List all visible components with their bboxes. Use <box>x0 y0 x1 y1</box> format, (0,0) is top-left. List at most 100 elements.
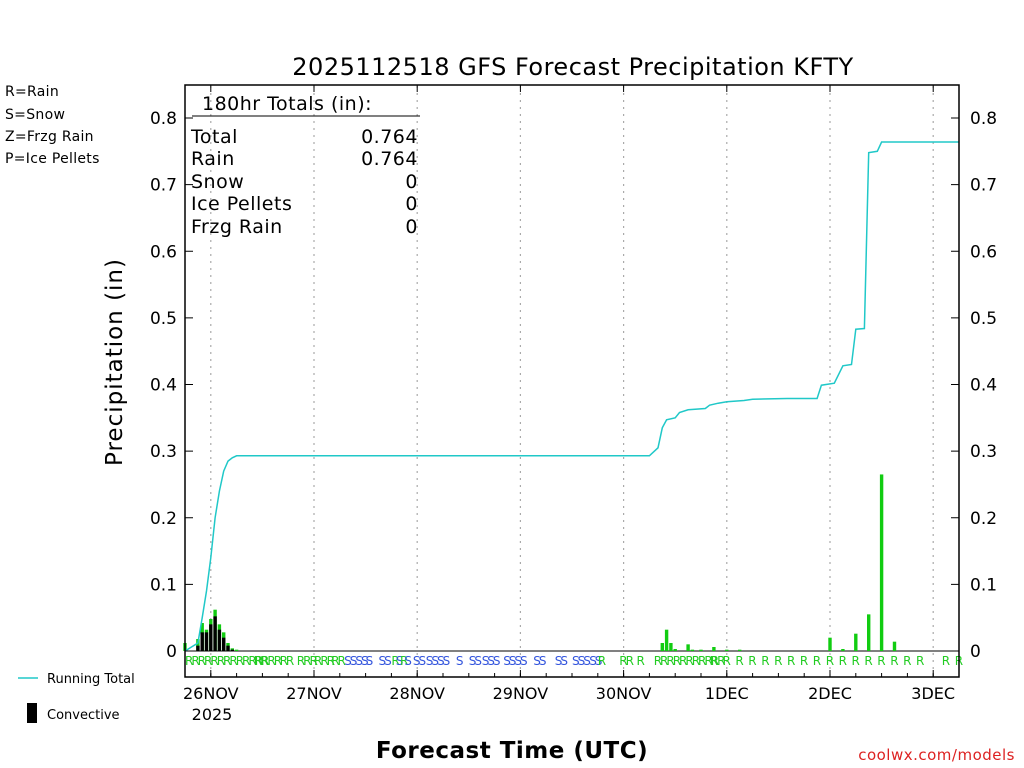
precip-type-label: SS <box>469 654 482 668</box>
y-tick-label-left: 0.6 <box>150 242 177 262</box>
running-total-legend-label: Running Total <box>47 672 135 687</box>
y-axis-ticks: 0.8 0.8 0.7 0.7 0.6 0.6 0.5 0.5 0.4 0.4 0.3 0.3 0.2 0… <box>150 109 997 662</box>
precip-bar <box>892 641 897 651</box>
y-tick-label-left: 0.5 <box>150 309 177 329</box>
totals-label-snow: Snow <box>191 171 244 193</box>
plot-frame <box>184 84 960 678</box>
convective-swatch <box>27 703 37 723</box>
x-date-label: 29NOV <box>493 684 549 703</box>
precip-type-label: R <box>400 654 408 668</box>
x-date-label: 2DEC <box>808 684 852 703</box>
legend-freezing-rain: Z=Frzg Rain <box>5 129 94 145</box>
precip-type-label: RR <box>619 654 633 668</box>
convective-bar <box>222 637 226 651</box>
precip-bar <box>738 649 742 651</box>
precip-type-label: RR <box>254 654 268 668</box>
y-tick-label-right: 0.8 <box>970 109 997 129</box>
precip-type-label: SSSS <box>426 654 450 668</box>
precip-type-label: R <box>839 654 847 668</box>
precip-type-label: R <box>852 654 860 668</box>
totals-label-total: Total <box>190 126 238 148</box>
x-date-label: 1DEC <box>705 684 749 703</box>
precip-bar <box>196 639 200 651</box>
precip-type-label: SSS <box>482 654 500 668</box>
precip-bar <box>686 644 690 651</box>
legend-ice-pellets: P=Ice Pellets <box>5 151 100 167</box>
precip-type-label: R <box>903 654 911 668</box>
precip-type-label: RR <box>331 654 345 668</box>
x-date-label: 26NOV <box>183 684 239 703</box>
precip-type-label: S <box>456 654 463 668</box>
precip-type-label: R <box>826 654 834 668</box>
precip-type-label: SS <box>379 654 392 668</box>
totals-box: 180hr Totals (in): Total 0.764 Rain 0.76… <box>190 93 420 238</box>
totals-header: 180hr Totals (in): <box>202 93 372 115</box>
y-tick-label-left: 0.2 <box>150 509 177 529</box>
legend-rain: R=Rain <box>5 84 59 100</box>
convective-bar <box>217 629 222 651</box>
chart-title: 2025112518 GFS Forecast Precipitation KF… <box>292 53 853 81</box>
precip-type-label: R <box>598 654 606 668</box>
precip-bar <box>234 649 239 651</box>
precip-type-label: RRR <box>314 654 335 668</box>
precip-bar <box>673 649 677 651</box>
precip-type-label: RRRRRRRRRRR <box>654 654 725 668</box>
precip-type-label: R <box>864 654 872 668</box>
totals-value-freezing-rain: 0 <box>405 216 418 238</box>
x-date-label: 30NOV <box>596 684 652 703</box>
precip-type-label: R <box>774 654 782 668</box>
precip-type-label: SS <box>589 654 602 668</box>
totals-label-freezing-rain: Frzg Rain <box>191 216 283 238</box>
precip-bar <box>664 629 669 651</box>
running-total-polyline <box>184 141 959 652</box>
convective-bar <box>226 645 230 651</box>
precip-bar <box>841 649 845 651</box>
precip-bar <box>699 649 703 651</box>
precip-bar <box>690 649 695 651</box>
precip-type-label: RRR <box>297 654 318 668</box>
y-tick-label-right: 0.2 <box>970 509 997 529</box>
totals-value-ice-pellets: 0 <box>405 193 418 215</box>
x-date-label: 27NOV <box>286 684 342 703</box>
running-total-line <box>184 141 959 652</box>
grid-lines <box>185 86 959 676</box>
precip-bar <box>828 637 832 651</box>
y-tick-label-left: 0 <box>166 642 177 662</box>
legend-snow: S=Snow <box>5 107 65 123</box>
x-axis-label: Forecast Time (UTC) <box>376 738 648 764</box>
x-date-label: 28NOV <box>389 684 445 703</box>
convective-bar <box>213 616 217 651</box>
precip-type-label: R <box>813 654 821 668</box>
y-tick-label-left: 0.3 <box>150 442 177 462</box>
precip-type-label: S <box>366 654 373 668</box>
precip-type-label: SS <box>413 654 426 668</box>
y-tick-label-left: 0.7 <box>150 176 177 196</box>
precip-type-label: R <box>748 654 756 668</box>
precip-bar <box>879 474 884 651</box>
y-tick-label-right: 0.7 <box>970 176 997 196</box>
precip-bar <box>725 649 729 651</box>
convective-bar <box>204 632 209 651</box>
precip-type-label: R <box>761 654 769 668</box>
precip-type-label: RR <box>280 654 294 668</box>
precip-type-label: R <box>710 654 718 668</box>
y-tick-label-left: 0.8 <box>150 109 177 129</box>
convective-bar <box>209 624 213 651</box>
precip-type-label: SSS <box>572 654 590 668</box>
y-axis-label: Precipitation (in) <box>102 258 128 466</box>
precip-type-label: R <box>942 654 950 668</box>
precip-type-label: SS <box>555 654 568 668</box>
y-tick-label-left: 0.1 <box>150 575 177 595</box>
totals-label-rain: Rain <box>191 148 235 170</box>
y-tick-label-right: 0.5 <box>970 309 997 329</box>
precip-bar <box>712 647 716 651</box>
precip-type-label: R <box>800 654 808 668</box>
precip-type-label: R <box>391 654 399 668</box>
convective-legend-label: Convective <box>47 708 120 723</box>
precip-type-label: S <box>396 654 403 668</box>
precip-bar <box>669 643 673 651</box>
year-label: 2025 <box>192 705 233 724</box>
y-tick-label-right: 0.1 <box>970 575 997 595</box>
